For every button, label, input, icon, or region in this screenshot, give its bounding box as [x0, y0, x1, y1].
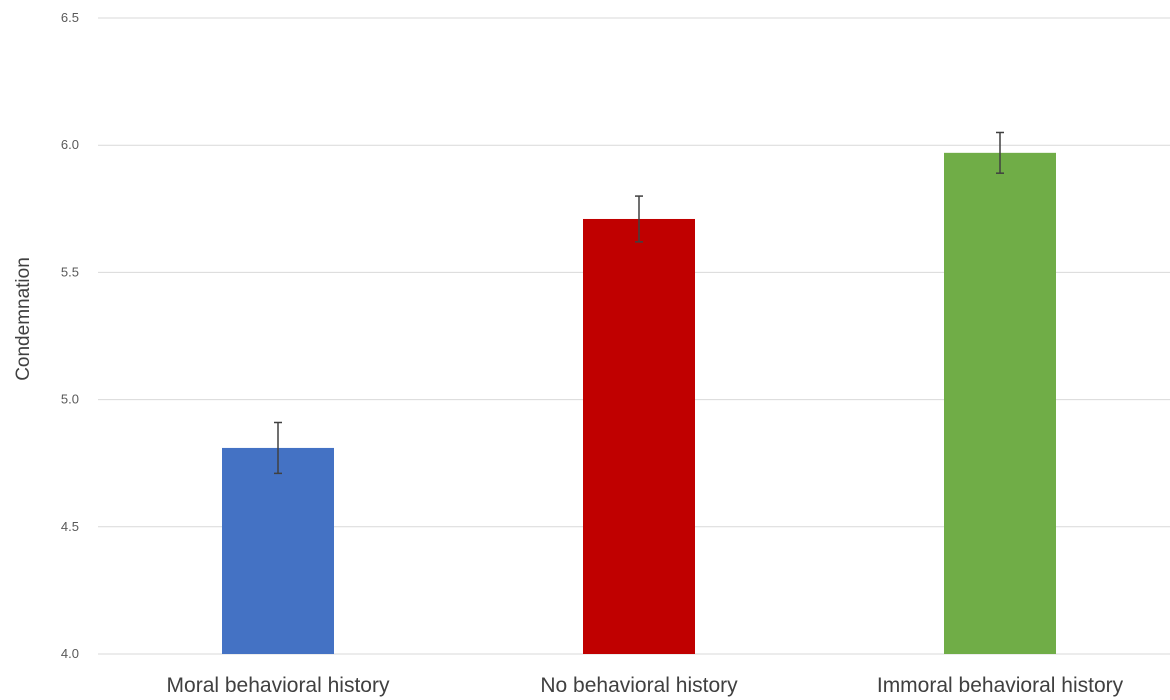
y-tick-label: 4.5: [61, 519, 79, 534]
y-tick-label: 5.5: [61, 264, 79, 279]
y-tick-label: 5.0: [61, 392, 79, 407]
bar: [222, 447, 334, 654]
error-bars: [274, 131, 1004, 475]
y-tick-label: 4.0: [61, 646, 79, 661]
y-tick-label: 6.5: [61, 10, 79, 25]
bars: [222, 152, 1056, 654]
y-axis-title: Condemnation: [13, 257, 34, 381]
error-bar: [996, 131, 1004, 174]
x-category-label: No behavioral history: [540, 674, 738, 697]
y-tick-labels: 4.0 4.5 5.0 5.5 6.0 6.5: [61, 10, 79, 661]
error-bar: [274, 421, 282, 475]
x-category-labels: Moral behavioral history No behavioral hi…: [167, 674, 1124, 697]
x-category-label: Immoral behavioral history: [877, 674, 1124, 697]
bar: [944, 152, 1056, 654]
error-bar: [635, 195, 643, 243]
x-category-label: Moral behavioral history: [167, 674, 390, 697]
bar: [583, 218, 695, 654]
y-tick-label: 6.0: [61, 137, 79, 152]
